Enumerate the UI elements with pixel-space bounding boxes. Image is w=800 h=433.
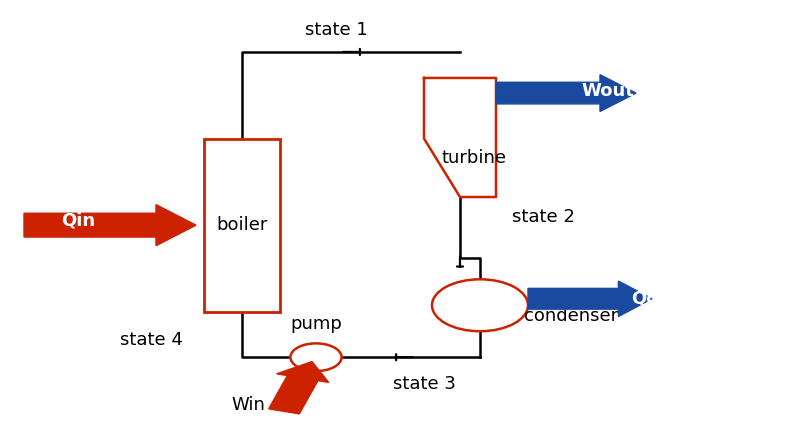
Text: Win: Win bbox=[231, 396, 265, 414]
Text: state 4: state 4 bbox=[119, 331, 182, 349]
FancyArrow shape bbox=[496, 74, 636, 112]
Text: turbine: turbine bbox=[441, 149, 506, 167]
Bar bbox=[204, 139, 280, 312]
Text: Wout: Wout bbox=[582, 82, 634, 100]
Text: pump: pump bbox=[290, 315, 342, 333]
Text: condenser: condenser bbox=[524, 307, 618, 325]
Polygon shape bbox=[424, 78, 496, 197]
FancyArrow shape bbox=[528, 281, 652, 317]
FancyArrow shape bbox=[24, 205, 196, 246]
Text: Qin: Qin bbox=[62, 212, 95, 230]
Text: boiler: boiler bbox=[216, 216, 267, 234]
Circle shape bbox=[432, 279, 528, 331]
Text: state 2: state 2 bbox=[512, 207, 575, 226]
Text: state 3: state 3 bbox=[393, 375, 455, 393]
FancyArrow shape bbox=[269, 362, 329, 414]
Text: Qout: Qout bbox=[631, 290, 681, 308]
Circle shape bbox=[290, 343, 342, 371]
Text: state 1: state 1 bbox=[305, 21, 367, 39]
